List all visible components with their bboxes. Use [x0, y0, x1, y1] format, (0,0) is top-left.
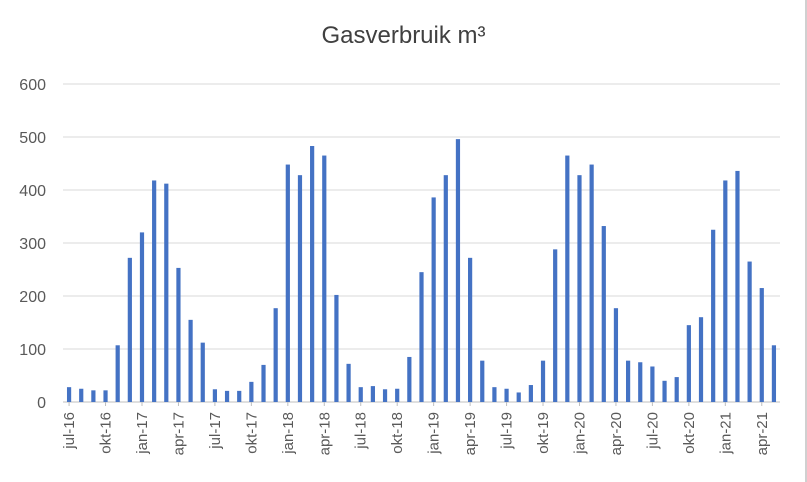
bar [127, 257, 132, 402]
bar [698, 317, 704, 402]
bar [650, 366, 655, 402]
x-tick-label: jul-18 [353, 412, 370, 450]
y-tick-label: 300 [19, 236, 46, 253]
bar [504, 388, 509, 402]
x-tick-label: jan-20 [571, 412, 588, 455]
bar [553, 249, 558, 402]
bar [613, 308, 619, 402]
bar [528, 385, 533, 402]
bar [686, 325, 691, 402]
bar [152, 180, 157, 402]
bar [322, 155, 327, 402]
bar [176, 267, 181, 402]
bar [103, 390, 108, 402]
x-tick-label: okt-19 [535, 412, 552, 454]
bar [297, 175, 303, 402]
x-tick-label: okt-17 [243, 412, 260, 454]
bar [224, 390, 230, 402]
bar [395, 388, 400, 402]
bar [139, 232, 145, 402]
x-tick-label: apr-19 [462, 412, 479, 455]
chart-title: Gasverbruik m³ [321, 22, 486, 49]
bar [261, 364, 266, 402]
bar [468, 257, 473, 402]
bar [723, 180, 728, 402]
bar [565, 155, 570, 402]
bar [370, 386, 375, 402]
x-tick-label: okt-18 [389, 412, 406, 454]
bar [285, 164, 290, 402]
bar [200, 342, 205, 402]
bar [382, 389, 388, 402]
bar [674, 377, 679, 402]
bar [273, 308, 278, 402]
y-tick-label: 200 [19, 289, 46, 306]
bar [711, 229, 716, 402]
bar [431, 197, 436, 402]
x-tick-label: apr-18 [316, 412, 333, 455]
chart-border [805, 0, 807, 482]
x-tick-label: jan-19 [426, 412, 443, 455]
bar [334, 294, 339, 402]
bar [735, 170, 740, 402]
y-tick-label: 600 [19, 77, 46, 94]
y-tick-label: 400 [19, 183, 46, 200]
x-tick-label: apr-20 [608, 412, 625, 455]
x-tick-label: jan-17 [134, 412, 151, 455]
x-tick-label: jan-21 [717, 412, 734, 455]
bar [747, 261, 752, 402]
bar [480, 360, 485, 402]
bar [212, 389, 218, 402]
bar [662, 380, 667, 402]
bar [358, 387, 363, 402]
bar [601, 226, 606, 402]
bar [237, 390, 242, 402]
x-tick-label: jul-17 [207, 412, 224, 450]
bar [407, 356, 412, 402]
y-tick-label: 0 [37, 395, 46, 412]
x-tick-label: okt-16 [98, 412, 115, 454]
y-tick-label: 500 [19, 130, 46, 147]
bar [625, 360, 631, 402]
bar [759, 288, 764, 402]
x-tick-label: jul-19 [499, 412, 516, 450]
x-tick-label: jul-20 [644, 412, 661, 450]
bar [577, 175, 582, 402]
bar [346, 363, 351, 402]
bar [540, 360, 546, 402]
bar [91, 390, 96, 402]
bar [115, 345, 120, 402]
bar [188, 319, 193, 402]
bar [249, 381, 254, 402]
bar [310, 146, 315, 402]
bar [771, 345, 777, 402]
x-tick-label: jan-18 [280, 412, 297, 455]
bar [516, 392, 521, 402]
bar [455, 139, 461, 402]
bar [443, 175, 448, 402]
bar [589, 164, 594, 402]
y-tick-label: 100 [19, 342, 46, 359]
x-tick-label: apr-17 [170, 412, 187, 455]
bar [79, 388, 84, 402]
x-tick-label: apr-21 [754, 412, 771, 455]
bar [164, 183, 169, 402]
bar [66, 387, 72, 402]
bar [492, 387, 497, 402]
bar [419, 272, 424, 402]
x-tick-label: okt-20 [681, 412, 698, 454]
bar [638, 362, 643, 402]
x-tick-label: jul-16 [61, 412, 78, 450]
